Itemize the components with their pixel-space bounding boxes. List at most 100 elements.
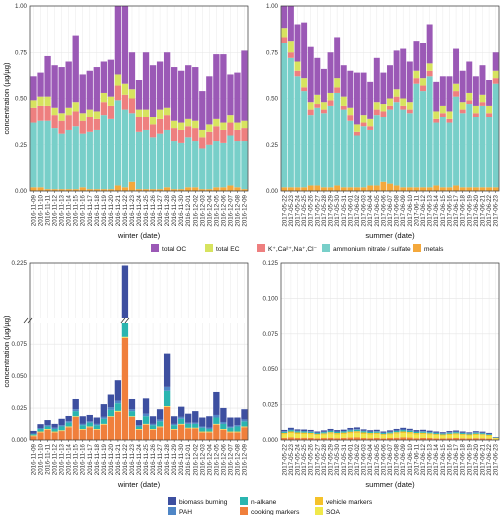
bar-segment	[185, 137, 192, 188]
bar-segment	[192, 411, 199, 423]
bar-segment	[380, 433, 387, 435]
bar-segment	[307, 432, 314, 435]
bar-segment	[170, 67, 178, 121]
bar-segment	[93, 429, 100, 440]
y-tick-label: 0.225	[12, 260, 28, 267]
bar-segment	[400, 98, 407, 106]
legend-swatch-ammonium	[322, 244, 330, 252]
bar-segment	[486, 113, 493, 117]
bar-segment	[185, 126, 192, 138]
legend-label-total_ec: total EC	[216, 246, 240, 253]
bar-segment	[320, 438, 327, 440]
bar-segment	[65, 189, 72, 191]
bar-segment	[79, 429, 86, 440]
bar-segment	[400, 427, 407, 430]
bar-segment	[340, 434, 347, 438]
bar-segment	[241, 120, 248, 129]
bar-segment	[472, 438, 479, 440]
bar-segment	[420, 434, 427, 438]
bar-segment	[220, 129, 227, 143]
bar-segment	[121, 337, 129, 440]
bar-segment	[30, 436, 37, 440]
bar-segment	[472, 117, 479, 188]
bar-segment	[347, 431, 354, 434]
bar-segment	[107, 407, 115, 410]
bar-segment	[163, 107, 171, 116]
bar-segment	[142, 416, 150, 424]
bar-segment	[93, 425, 100, 430]
bar-segment	[206, 432, 213, 440]
bar-segment	[294, 61, 301, 71]
bar-segment	[227, 426, 234, 428]
bar-segment	[128, 98, 136, 114]
bar-segment	[86, 422, 93, 427]
bar-segment	[58, 425, 65, 427]
bar-segment	[234, 425, 241, 427]
x-axis-label: winter (date)	[117, 231, 161, 240]
x-tick-label: 2017-06-07	[387, 194, 394, 226]
bar-segment	[79, 416, 86, 424]
bar-segment	[227, 135, 234, 186]
x-tick-label: 2017-06-08	[394, 443, 401, 475]
bar-segment	[446, 431, 453, 433]
x-tick-label: 2017-06-06	[380, 194, 387, 226]
bar-segment	[213, 54, 220, 119]
bar-segment	[241, 419, 248, 422]
bar-segment	[380, 111, 387, 117]
bar-segment	[156, 61, 164, 110]
bar-segment	[360, 122, 367, 127]
bar-segment	[492, 78, 499, 84]
bar-segment	[156, 133, 164, 190]
bar-segment	[114, 403, 122, 411]
bar-segment	[128, 417, 136, 440]
x-tick-label: 2016-12-01	[185, 194, 192, 226]
legend-swatch-soa	[315, 507, 323, 515]
bar-segment	[459, 434, 466, 436]
bar-segment	[294, 24, 301, 62]
bar-segment	[185, 413, 192, 423]
x-tick-label: 2017-05-24	[295, 194, 302, 226]
x-tick-label: 2017-06-14	[433, 443, 440, 475]
x-tick-label: 2017-06-13	[427, 443, 434, 475]
bar-segment	[185, 118, 192, 127]
bar-segment	[340, 65, 347, 97]
legend-swatch-biomass	[168, 497, 176, 505]
bar-segment	[170, 128, 178, 142]
bar-segment	[86, 189, 93, 191]
x-tick-label: 2016-12-08	[234, 194, 241, 226]
bar-segment	[281, 6, 288, 29]
bar-segment	[400, 433, 407, 438]
bar-segment	[307, 429, 314, 432]
bar-segment	[433, 438, 440, 440]
bar-segment	[86, 131, 93, 190]
bar-segment	[420, 91, 427, 188]
bar-segment	[65, 129, 72, 190]
bar-segment	[163, 353, 171, 387]
bar-segment	[93, 423, 100, 426]
bar-segment	[135, 429, 143, 440]
bar-segment	[79, 425, 86, 430]
bar-segment	[340, 109, 347, 188]
bar-segment	[163, 386, 171, 391]
bar-segment	[178, 416, 185, 419]
bar-segment	[353, 187, 360, 191]
bar-segment	[433, 111, 440, 119]
bar-segment	[367, 185, 374, 191]
bar-segment	[93, 189, 100, 191]
bar-segment	[281, 43, 288, 188]
bar-segment	[100, 418, 108, 424]
bar-segment	[340, 187, 347, 191]
bar-segment	[400, 431, 407, 434]
x-tick-label: 2016-11-27	[157, 194, 164, 226]
bar-segment	[486, 117, 493, 188]
bar-segment	[206, 429, 213, 432]
bar-segment	[439, 438, 446, 440]
bar-segment	[413, 78, 420, 84]
y-tick-label: 0.50	[15, 96, 28, 103]
bar-segment	[347, 115, 354, 121]
bar-segment	[426, 24, 433, 64]
bar-segment	[367, 129, 374, 186]
bar-segment	[492, 70, 499, 79]
x-tick-label: 2016-11-13	[59, 194, 66, 226]
bar-segment	[439, 105, 446, 114]
